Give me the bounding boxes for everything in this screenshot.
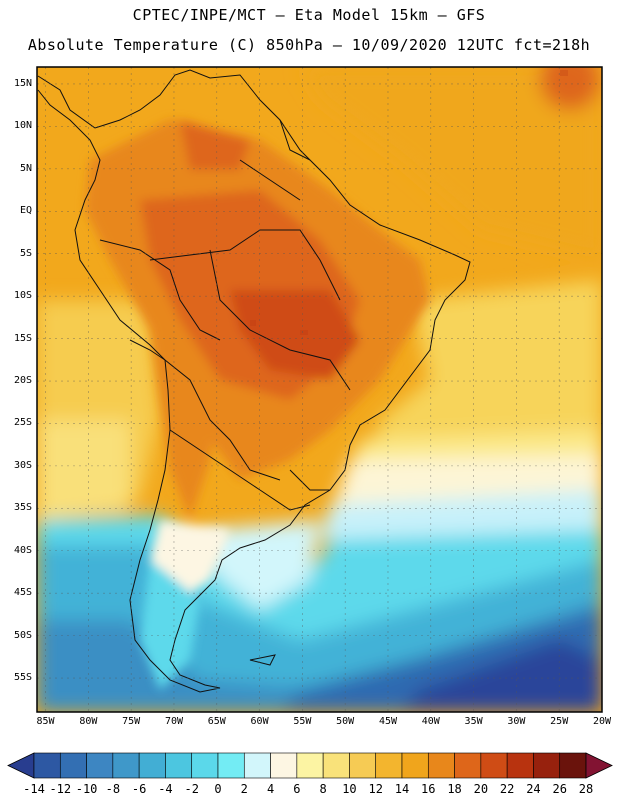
colorbar-swatch (243, 752, 271, 779)
lon-label: 40W (421, 716, 440, 727)
lon-label: 85W (36, 716, 55, 727)
lat-label: 40S (13, 544, 32, 556)
colorbar-label: -14 (23, 782, 45, 796)
colorbar-swatch (112, 752, 140, 779)
lon-label: 50W (336, 716, 355, 727)
lat-label: 10S (13, 290, 32, 302)
lon-label: 25W (550, 716, 569, 727)
colorbar-swatch (480, 752, 508, 779)
header-title: CPTEC/INPE/MCT — Eta Model 15km — GFS (132, 6, 486, 24)
lon-label: 65W (207, 716, 226, 727)
colorbar-label: -10 (75, 782, 98, 796)
lat-label: 15S (13, 332, 32, 344)
colorbar-swatch (296, 752, 324, 779)
lat-label: 55S (13, 672, 32, 684)
colorbar-label: -4 (158, 782, 173, 796)
colorbar-swatch (217, 752, 245, 779)
colorbar-label: 12 (368, 782, 383, 796)
lon-label: 30W (507, 716, 526, 727)
colorbar-swatch (375, 752, 403, 779)
colorbar-label: 22 (499, 782, 515, 796)
lat-label: 50S (13, 629, 32, 641)
colorbar-swatch (533, 752, 561, 779)
colorbar-label: 10 (342, 782, 357, 796)
temperature-field (37, 67, 602, 712)
colorbar-label: 26 (552, 782, 567, 796)
lat-label: 5S (19, 247, 32, 259)
lat-label: 10N (13, 120, 32, 132)
map-frame (36, 66, 603, 713)
lat-label: 30S (13, 459, 32, 471)
colorbar-swatch (506, 752, 534, 779)
colorbar-label: 2 (240, 782, 248, 796)
colorbar-label: -6 (131, 782, 147, 796)
lat-label: 35S (13, 502, 32, 514)
colorbar-swatch (165, 752, 193, 779)
colorbar-swatch (322, 752, 350, 779)
lat-label: 15N (13, 77, 32, 89)
colorbar-swatch (86, 752, 114, 779)
colorbar-swatch (349, 752, 377, 779)
lat-label: 5N (19, 162, 32, 174)
lon-label: 35W (464, 716, 483, 727)
colorbar-swatch (270, 752, 298, 779)
colorbar (7, 752, 613, 779)
colorbar-swatch (401, 752, 429, 779)
colorbar-label: 16 (421, 782, 436, 796)
lon-label: 80W (79, 716, 98, 727)
colorbar-swatch (138, 752, 166, 779)
colorbar-label: 28 (578, 782, 594, 796)
colorbar-label: 0 (214, 782, 222, 796)
lat-label: 20S (13, 375, 32, 386)
lat-label: EQ (19, 205, 32, 217)
colorbar-swatch (454, 752, 482, 779)
colorbar-swatch (191, 752, 219, 779)
colorbar-label: 24 (526, 782, 541, 796)
colorbar-label: 14 (394, 782, 410, 796)
colorbar-label: -8 (105, 782, 121, 796)
coastline (37, 69, 471, 693)
header-subtitle: Absolute Temperature (C) 850hPa — 10/09/… (27, 36, 591, 54)
colorbar-label: 8 (319, 782, 327, 796)
colorbar-swatch (559, 752, 587, 779)
colorbar-swatch (33, 752, 61, 779)
lon-label: 60W (250, 716, 269, 727)
lon-label: 55W (293, 716, 312, 727)
lon-label: 75W (122, 716, 141, 727)
lat-label: 25S (13, 417, 32, 429)
lon-label: 20W (592, 716, 612, 727)
colorbar-label: 18 (447, 782, 462, 796)
colorbar-swatch (59, 752, 87, 779)
colorbar-label: 20 (473, 782, 489, 796)
colorbar-arrow-high (585, 752, 613, 779)
lon-label: 45W (378, 716, 398, 727)
graticule (37, 67, 602, 712)
colorbar-label: 6 (293, 782, 301, 796)
lon-label: 70W (164, 716, 183, 727)
colorbar-label: 4 (266, 782, 275, 796)
colorbar-label: -12 (49, 782, 72, 796)
colorbar-label: -2 (184, 782, 199, 796)
lat-label: 45S (13, 587, 32, 599)
colorbar-swatch (427, 752, 455, 779)
colorbar-arrow-low (7, 752, 35, 779)
